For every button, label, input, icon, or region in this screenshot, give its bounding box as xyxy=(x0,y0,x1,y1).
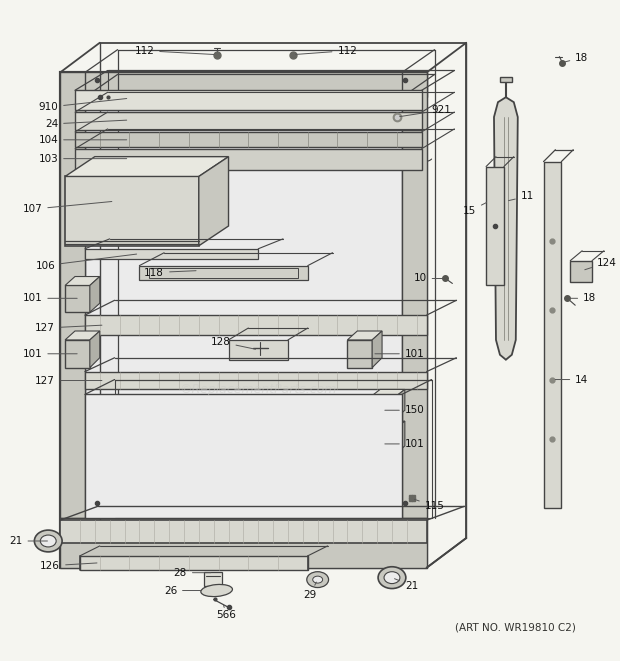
Polygon shape xyxy=(80,556,308,570)
Text: 126: 126 xyxy=(40,561,97,570)
Polygon shape xyxy=(60,73,427,97)
Text: 115: 115 xyxy=(414,499,445,512)
Polygon shape xyxy=(60,520,427,543)
Polygon shape xyxy=(75,149,422,169)
Polygon shape xyxy=(65,276,100,286)
Text: 18: 18 xyxy=(565,53,588,63)
Bar xyxy=(486,167,504,286)
Ellipse shape xyxy=(40,535,56,547)
Polygon shape xyxy=(60,73,427,568)
Text: 107: 107 xyxy=(22,202,112,214)
Bar xyxy=(570,260,592,282)
Text: 127: 127 xyxy=(35,323,102,333)
Text: 127: 127 xyxy=(35,375,102,385)
Text: 124: 124 xyxy=(585,258,617,270)
Text: ©ReplacementParts.com: ©ReplacementParts.com xyxy=(180,383,337,396)
Polygon shape xyxy=(85,371,427,389)
Text: 15: 15 xyxy=(463,202,487,216)
Text: 18: 18 xyxy=(570,293,596,303)
Text: 21: 21 xyxy=(394,578,418,590)
Polygon shape xyxy=(199,157,229,246)
Text: 118: 118 xyxy=(144,268,196,278)
Polygon shape xyxy=(75,132,422,147)
Bar xyxy=(85,395,402,518)
Polygon shape xyxy=(60,518,427,568)
Polygon shape xyxy=(65,176,199,246)
Text: 101: 101 xyxy=(375,349,425,359)
Polygon shape xyxy=(367,431,392,457)
Text: 101: 101 xyxy=(22,349,77,359)
Text: 101: 101 xyxy=(385,439,425,449)
Polygon shape xyxy=(90,331,100,368)
Polygon shape xyxy=(65,157,229,176)
Text: 21: 21 xyxy=(9,536,48,546)
Text: 128: 128 xyxy=(211,337,255,349)
Polygon shape xyxy=(347,331,382,340)
Polygon shape xyxy=(65,331,100,340)
Text: 150: 150 xyxy=(385,405,425,415)
Polygon shape xyxy=(65,340,90,368)
Text: 103: 103 xyxy=(38,153,126,164)
Bar xyxy=(85,97,402,543)
Polygon shape xyxy=(392,421,405,457)
Text: 28: 28 xyxy=(174,568,211,578)
Ellipse shape xyxy=(307,572,329,588)
Polygon shape xyxy=(372,331,382,368)
Text: 106: 106 xyxy=(35,254,136,270)
Text: 26: 26 xyxy=(164,586,201,596)
Ellipse shape xyxy=(312,576,322,583)
Bar xyxy=(60,73,427,568)
Text: 10: 10 xyxy=(414,274,443,284)
Ellipse shape xyxy=(201,584,232,597)
Text: 101: 101 xyxy=(22,293,77,303)
Polygon shape xyxy=(60,73,85,518)
Polygon shape xyxy=(85,249,259,258)
Polygon shape xyxy=(140,266,308,280)
Text: 29: 29 xyxy=(303,582,316,600)
Bar xyxy=(544,161,561,508)
Text: 910: 910 xyxy=(38,98,126,112)
Polygon shape xyxy=(75,91,422,110)
Polygon shape xyxy=(90,276,100,312)
Text: 14: 14 xyxy=(556,375,588,385)
Ellipse shape xyxy=(34,530,62,552)
Polygon shape xyxy=(85,315,427,335)
Polygon shape xyxy=(367,389,405,399)
Polygon shape xyxy=(494,97,518,360)
Polygon shape xyxy=(392,389,405,421)
Polygon shape xyxy=(347,340,372,368)
Text: 112: 112 xyxy=(296,46,357,56)
Polygon shape xyxy=(229,340,288,360)
Text: 566: 566 xyxy=(216,605,236,620)
Polygon shape xyxy=(65,286,90,312)
Polygon shape xyxy=(500,77,512,83)
Polygon shape xyxy=(402,73,427,518)
Text: 24: 24 xyxy=(45,119,126,129)
Polygon shape xyxy=(75,112,422,130)
Text: 104: 104 xyxy=(38,135,126,145)
Text: 921: 921 xyxy=(400,105,451,116)
Ellipse shape xyxy=(384,572,400,584)
Text: (ART NO. WR19810 C2): (ART NO. WR19810 C2) xyxy=(455,622,576,632)
Text: 112: 112 xyxy=(135,46,214,56)
Bar xyxy=(204,572,221,586)
Polygon shape xyxy=(367,421,405,431)
Polygon shape xyxy=(367,399,392,421)
Text: 11: 11 xyxy=(508,191,534,202)
Bar xyxy=(149,268,298,278)
Ellipse shape xyxy=(378,566,406,588)
